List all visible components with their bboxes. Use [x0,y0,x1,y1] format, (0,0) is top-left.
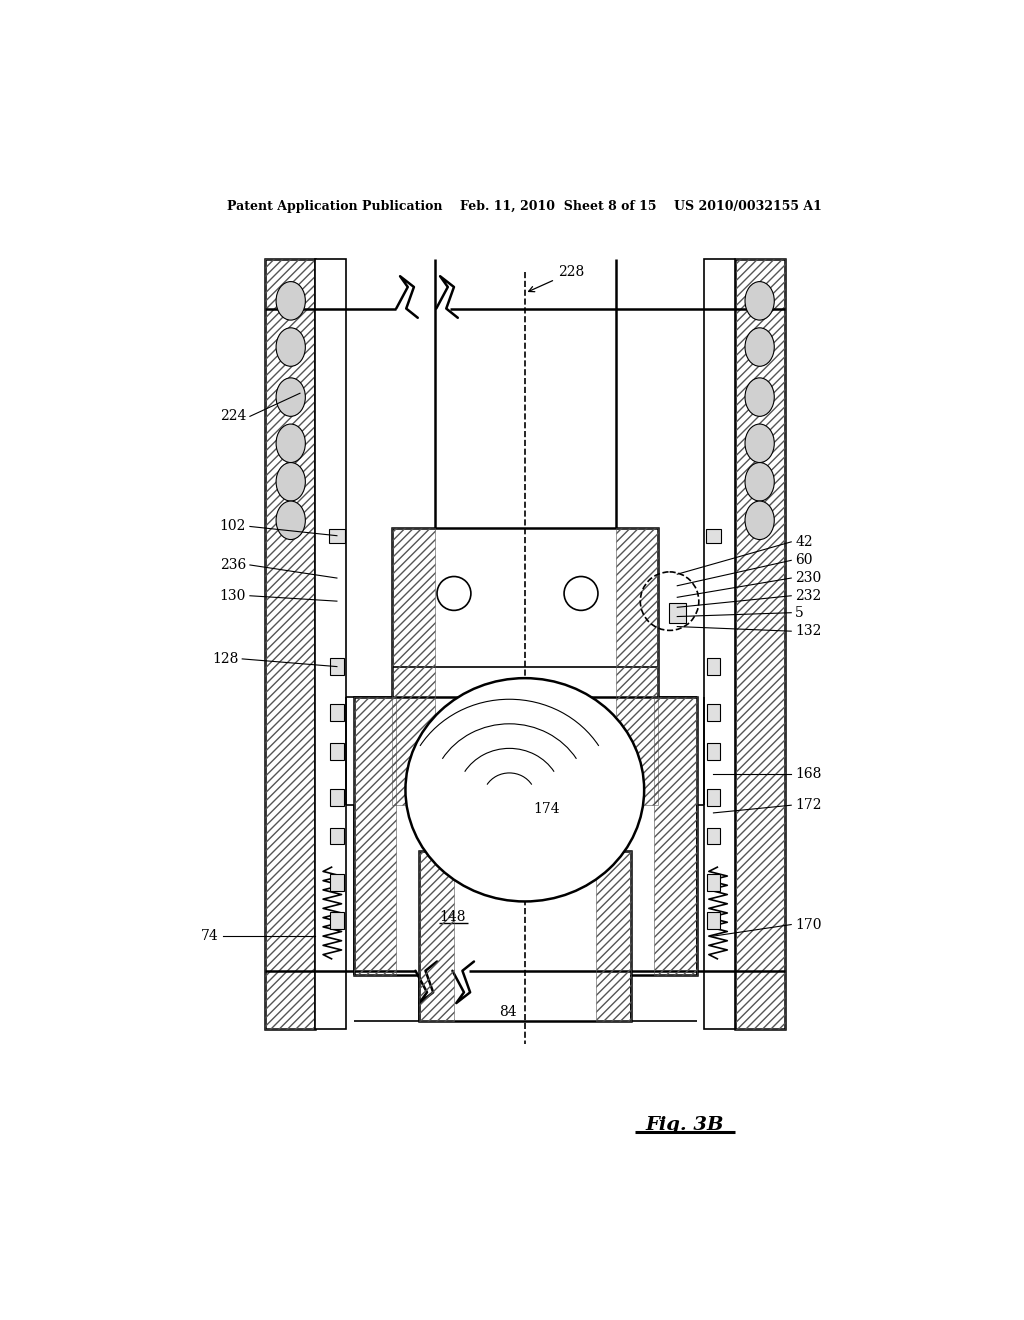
Bar [707,659,720,675]
Text: 228: 228 [528,265,584,292]
Bar [419,851,631,1020]
Bar [707,874,720,891]
Bar [330,659,344,675]
Text: 236: 236 [220,558,246,572]
Bar [330,874,344,891]
Text: Patent Application Publication    Feb. 11, 2010  Sheet 8 of 15    US 2010/003215: Patent Application Publication Feb. 11, … [227,199,822,213]
Bar [330,705,344,721]
Bar [265,259,315,1028]
Ellipse shape [745,424,774,462]
Text: 148: 148 [439,909,466,924]
Bar [392,528,658,805]
Text: 230: 230 [795,572,821,585]
Ellipse shape [276,424,305,462]
Text: 232: 232 [795,589,821,603]
Ellipse shape [745,462,774,502]
Text: 84: 84 [499,1005,517,1019]
Circle shape [437,577,471,610]
Bar [654,697,696,974]
Bar [707,743,720,760]
Ellipse shape [276,327,305,367]
Bar [265,259,315,1028]
Ellipse shape [276,502,305,540]
Bar [315,259,346,1028]
Ellipse shape [745,327,774,367]
Bar [735,259,785,1028]
Bar [330,828,344,845]
Ellipse shape [276,378,305,416]
Bar [705,259,735,1028]
Bar [330,529,345,543]
Bar [735,259,785,1028]
Bar [706,529,721,543]
Text: 172: 172 [795,799,821,812]
Text: 102: 102 [220,520,246,533]
Text: 42: 42 [795,535,813,549]
Text: 5: 5 [795,606,804,619]
Text: 168: 168 [795,767,821,781]
Ellipse shape [745,378,774,416]
Circle shape [564,577,598,610]
Text: 130: 130 [220,589,246,603]
Ellipse shape [406,678,644,902]
Bar [707,912,720,929]
Bar [707,828,720,845]
Text: 132: 132 [795,624,821,638]
Bar [669,603,686,623]
Text: 174: 174 [534,803,560,816]
Ellipse shape [745,502,774,540]
Bar [596,851,631,1020]
Ellipse shape [745,281,774,321]
Text: 170: 170 [795,917,821,932]
Text: 224: 224 [220,409,246,424]
Ellipse shape [276,462,305,502]
Bar [707,789,720,807]
Bar [330,743,344,760]
Bar [707,705,720,721]
Bar [419,851,454,1020]
Text: 128: 128 [212,652,239,665]
Bar [615,528,658,805]
Bar [330,912,344,929]
Text: Fig. 3B: Fig. 3B [646,1115,724,1134]
Text: 60: 60 [795,553,813,568]
Bar [392,528,435,805]
Bar [330,789,344,807]
Text: 74: 74 [202,929,219,942]
Bar [354,697,396,974]
Ellipse shape [276,281,305,321]
Bar [354,697,696,974]
